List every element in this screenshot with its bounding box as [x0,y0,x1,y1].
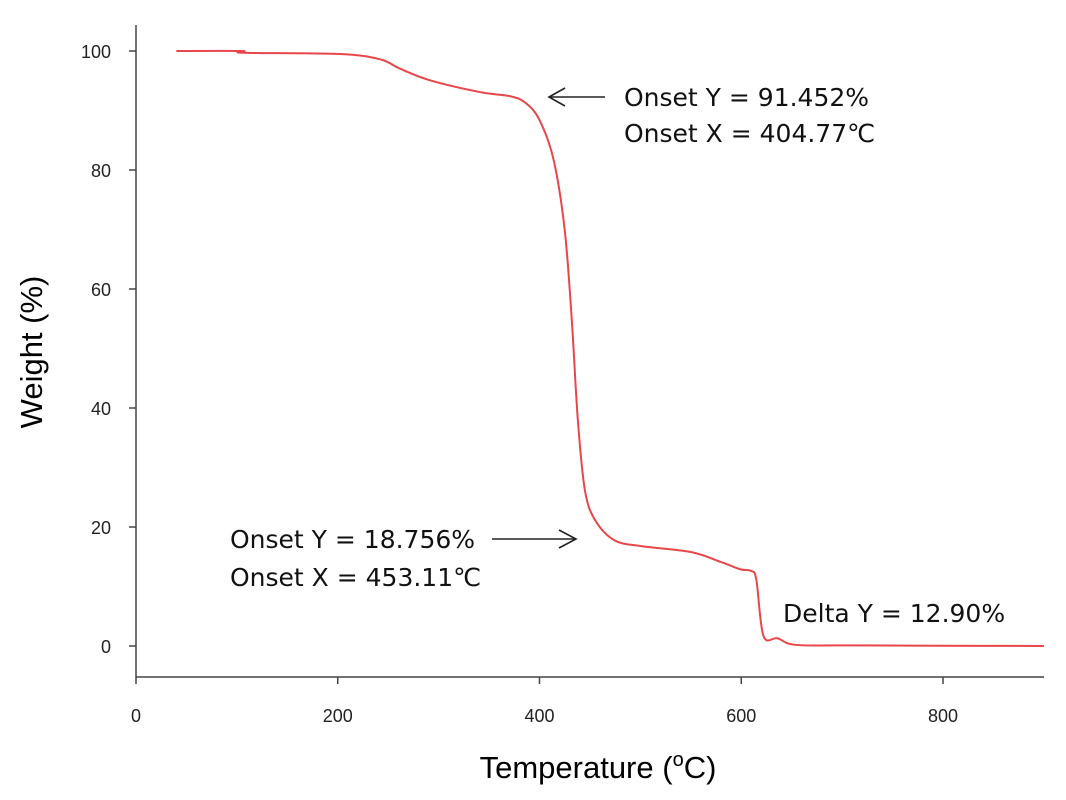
x-tick-label: 600 [726,706,756,726]
weight-curve [176,49,1044,647]
annotation-text: Onset X = 453.11℃ [230,563,481,592]
y-tick-label: 60 [91,280,111,300]
y-tick-label: 20 [91,518,111,538]
arrowhead-right [558,529,578,549]
annotation-onset-2: Onset Y = 18.756% Onset X = 453.11℃ [230,525,578,592]
x-axis-label: Temperature (oC) [480,749,717,785]
x-tick-label: 400 [524,706,554,726]
annotation-text: Delta Y = 12.90% [783,599,1005,628]
y-axis-label: Weight (%) [14,276,49,429]
annotation-text: Onset Y = 18.756% [230,525,475,554]
annotation-text: Onset X = 404.77℃ [624,119,875,148]
y-tick-label: 40 [91,399,111,419]
annotation-text: Onset Y = 91.452% [624,83,869,112]
y-tick-label: 80 [91,161,111,181]
y-tick-label: 100 [81,42,111,62]
y-tick-label: 0 [101,637,111,657]
arrowhead-left [547,87,566,107]
y-ticks: 0 20 40 60 80 100 [81,42,136,657]
annotation-delta: Delta Y = 12.90% [783,599,1005,628]
x-tick-label: 200 [323,706,353,726]
annotation-onset-1: Onset Y = 91.452% Onset X = 404.77℃ [547,83,875,148]
x-ticks: 0 200 400 600 800 [131,677,958,726]
x-tick-label: 800 [928,706,958,726]
axes [135,25,1044,678]
x-tick-label: 0 [131,706,141,726]
